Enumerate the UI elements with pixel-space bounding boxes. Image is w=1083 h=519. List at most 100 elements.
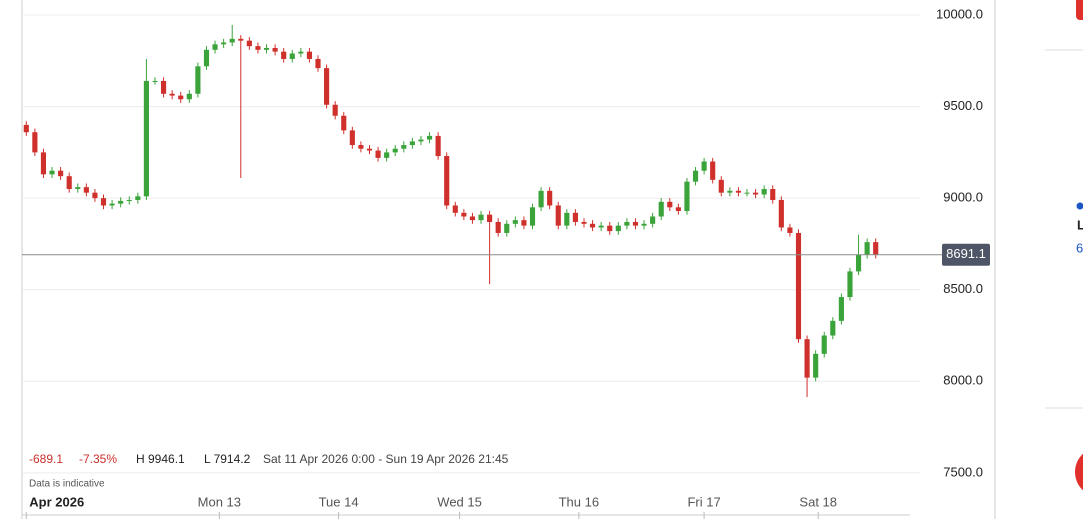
candle-body: [143, 80, 149, 197]
x-tick-label: Thu 16: [559, 494, 599, 509]
range: Sat 11 Apr 2026 0:00 - Sun 19 Apr 2026 2…: [263, 452, 509, 466]
candle-body: [444, 156, 450, 206]
candle-body: [469, 216, 476, 221]
y-tick-label: 7500.0: [943, 464, 983, 479]
candle-body: [195, 66, 201, 94]
candle-body: [152, 80, 158, 82]
candle-body: [478, 214, 484, 221]
x-tick-label: Sat 18: [799, 494, 837, 509]
candle-body: [847, 271, 853, 298]
candle-body: [624, 221, 630, 226]
candle-body: [538, 190, 544, 208]
candle-body: [118, 200, 124, 204]
candle-body: [358, 145, 364, 149]
candle-body: [487, 214, 493, 222]
candle-body: [692, 170, 699, 182]
candle-body: [684, 181, 690, 211]
candle-body: [744, 192, 750, 194]
candle-body: [710, 161, 716, 180]
candle-body: [246, 40, 252, 47]
x-tick-label: Apr 2026: [29, 494, 84, 509]
candle-body: [289, 53, 295, 59]
high-stat: H 9946.1: [136, 452, 185, 466]
candle-body: [504, 223, 510, 233]
candle-body: [135, 196, 141, 200]
y-tick-label: 8000.0: [943, 373, 983, 388]
candle-body: [169, 93, 175, 96]
x-tick-label: Tue 14: [319, 494, 359, 509]
change: -689.1: [29, 452, 63, 466]
candle-body: [263, 47, 270, 50]
candle-body: [178, 95, 184, 100]
candle-body: [92, 192, 98, 199]
candle-body: [452, 205, 458, 213]
candle-body: [212, 44, 218, 50]
candle-body: [701, 161, 707, 171]
candle-body: [58, 170, 64, 177]
change-pct: -7.35%: [79, 452, 117, 466]
candle-body: [75, 187, 81, 190]
candle-body: [512, 220, 518, 224]
sidebar-text: L: [1077, 217, 1083, 232]
sidebar-dot: [1076, 202, 1083, 210]
candle-body: [495, 221, 501, 233]
candle-body: [607, 225, 613, 232]
candle-body: [838, 297, 844, 321]
candle-body: [306, 51, 313, 59]
candle-body: [727, 190, 733, 193]
x-tick-label: Wed 15: [437, 494, 482, 509]
note: Data is indicative: [29, 479, 105, 490]
candle-body: [581, 221, 587, 224]
price-label-box: [942, 243, 990, 266]
candle-body: [632, 221, 639, 226]
candle-body: [100, 198, 107, 206]
candle-body: [770, 189, 776, 200]
candle-body: [761, 189, 767, 195]
candle-body: [23, 124, 29, 133]
candle-body: [778, 199, 784, 228]
candle-body: [650, 216, 656, 224]
candle-body: [804, 339, 810, 378]
candle-body: [324, 68, 330, 105]
sidebar-text: 6: [1076, 240, 1083, 255]
candle-body: [855, 254, 862, 272]
candle-body: [349, 130, 355, 146]
candle-body: [461, 212, 467, 217]
sidebar-button[interactable]: [1075, 447, 1083, 497]
candle-body: [521, 220, 527, 226]
candle-body: [873, 242, 879, 255]
candle-body: [32, 132, 38, 153]
candle-body: [332, 104, 338, 116]
x-tick-label: Fri 17: [687, 494, 720, 509]
candle-body: [435, 135, 441, 157]
candle-body: [615, 225, 621, 232]
candle-body: [529, 207, 536, 226]
candle-body: [392, 148, 398, 153]
candle-body: [795, 232, 802, 340]
candle-body: [589, 223, 596, 228]
candle-body: [813, 353, 819, 378]
candle-body: [564, 212, 570, 226]
candle-body: [401, 145, 407, 149]
sidebar-button[interactable]: [1076, 0, 1083, 20]
candle-body: [126, 199, 132, 201]
low-stat: L 7914.2: [204, 452, 251, 466]
candle-body: [255, 46, 261, 50]
candle-body: [830, 320, 836, 336]
candle-body: [598, 225, 604, 228]
candle-body: [426, 135, 433, 140]
candle-body: [821, 335, 827, 354]
candle-body: [186, 93, 192, 100]
y-tick-label: 9500.0: [943, 98, 983, 113]
x-tick-label: Mon 13: [198, 494, 241, 509]
candle-body: [83, 187, 89, 193]
candle-body: [641, 223, 647, 226]
candle-body: [66, 176, 72, 190]
candle-body: [675, 207, 681, 211]
candle-body: [735, 190, 742, 193]
candle-body: [238, 38, 244, 41]
candle-body: [366, 148, 373, 151]
candle-body: [160, 80, 167, 94]
